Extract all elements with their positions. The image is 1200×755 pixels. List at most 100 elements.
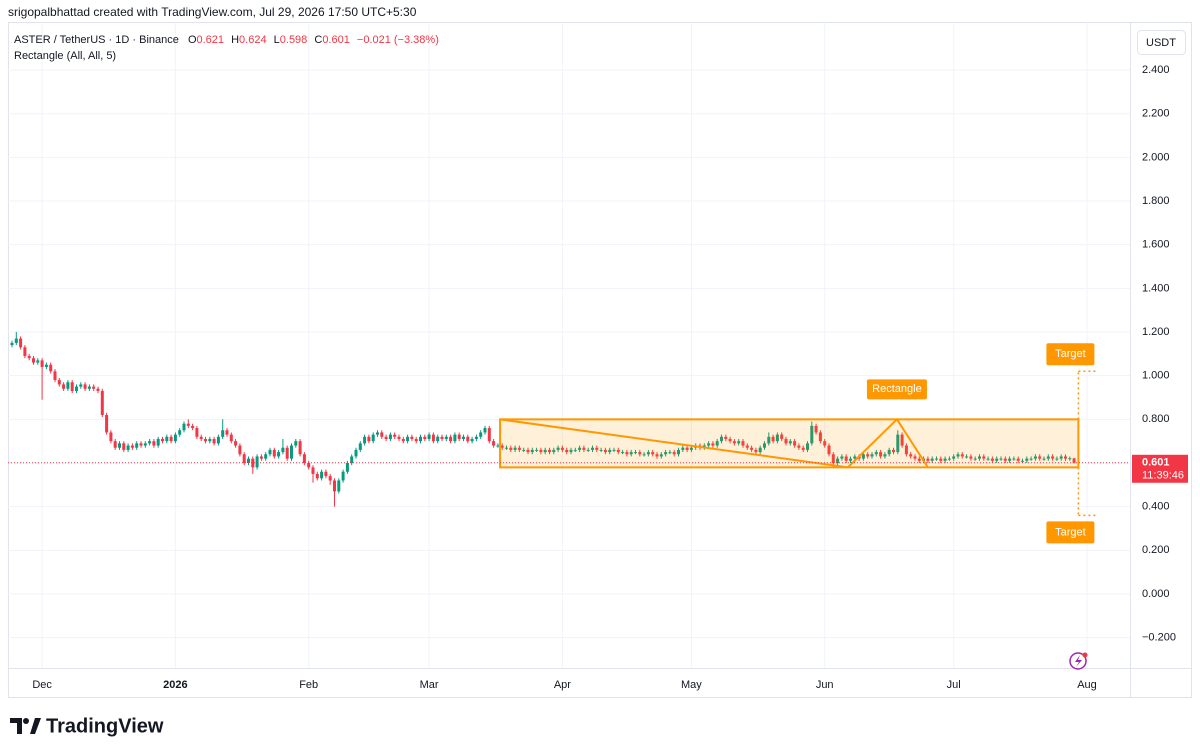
y-tick-label: 2.400 bbox=[1142, 64, 1170, 76]
candle-body bbox=[823, 441, 827, 446]
candle-body bbox=[685, 447, 689, 450]
candle-body bbox=[913, 456, 917, 459]
candle-body bbox=[281, 447, 285, 453]
candle-body bbox=[53, 371, 57, 381]
candle-body bbox=[943, 458, 947, 461]
candle-body bbox=[646, 452, 650, 455]
candle-body bbox=[96, 388, 100, 391]
legend-key: C bbox=[314, 34, 322, 46]
candle-body bbox=[633, 452, 638, 454]
candle-body bbox=[483, 428, 487, 433]
candle-body bbox=[625, 452, 629, 455]
candle-body bbox=[143, 443, 147, 446]
candle-body bbox=[199, 436, 203, 439]
candle-body bbox=[487, 428, 491, 442]
x-tick-label: Apr bbox=[554, 679, 571, 691]
candle-body bbox=[758, 447, 762, 453]
candle-body bbox=[1003, 458, 1007, 461]
candle-body bbox=[410, 436, 414, 439]
candle-body bbox=[208, 438, 212, 442]
candle-body bbox=[272, 449, 276, 457]
candle-body bbox=[350, 456, 354, 464]
candle-body bbox=[904, 445, 908, 455]
candle-body bbox=[36, 360, 40, 363]
candle-body bbox=[530, 449, 534, 453]
brand-logo bbox=[10, 718, 41, 734]
y-tick-label: 0.800 bbox=[1142, 413, 1170, 425]
candle-body bbox=[664, 452, 668, 455]
candle-body bbox=[543, 449, 547, 453]
candle-body bbox=[552, 449, 556, 453]
candle-body bbox=[242, 454, 246, 464]
candle-body bbox=[522, 449, 526, 451]
chart-frame bbox=[8, 22, 1192, 698]
candle-body bbox=[216, 436, 220, 444]
candle-body bbox=[105, 414, 109, 433]
x-tick-label: May bbox=[681, 679, 702, 691]
candle-body bbox=[707, 443, 711, 446]
candle-body bbox=[380, 432, 384, 437]
candle-body bbox=[681, 447, 685, 450]
candle-body bbox=[70, 382, 74, 391]
candle-body bbox=[337, 480, 341, 492]
candle-body bbox=[509, 447, 513, 450]
candle-body bbox=[891, 449, 896, 453]
candle-body bbox=[586, 449, 590, 451]
candle-body bbox=[324, 471, 328, 477]
candle-body bbox=[715, 441, 719, 446]
candle-body bbox=[934, 458, 939, 460]
candle-body bbox=[122, 443, 126, 450]
candle-body bbox=[285, 447, 289, 459]
y-tick-label: 0.200 bbox=[1142, 544, 1170, 556]
candle-body bbox=[896, 434, 900, 453]
currency-button[interactable] bbox=[1137, 30, 1186, 55]
candle-body bbox=[113, 441, 117, 448]
candle-body bbox=[496, 445, 500, 447]
candle-body bbox=[797, 445, 801, 448]
pattern-label: Rectangle bbox=[872, 383, 922, 395]
candle-body bbox=[805, 443, 810, 450]
candle-body bbox=[793, 441, 797, 446]
candle-body bbox=[547, 449, 552, 453]
candle-body bbox=[960, 454, 964, 457]
candle-body bbox=[148, 441, 152, 444]
candle-body bbox=[848, 458, 853, 461]
candle-body bbox=[535, 449, 539, 451]
candle-body bbox=[83, 384, 87, 389]
candle-body bbox=[560, 447, 564, 450]
candle-body bbox=[659, 454, 663, 457]
candle-body bbox=[87, 386, 91, 389]
candle-body bbox=[831, 454, 835, 464]
candle-body bbox=[771, 436, 775, 442]
candle-body bbox=[573, 449, 577, 451]
candle-body bbox=[418, 436, 423, 442]
candle-body bbox=[135, 443, 139, 448]
target-label: Target bbox=[1055, 526, 1086, 538]
candle-body bbox=[969, 456, 973, 459]
candle-body bbox=[363, 436, 367, 444]
candle-body bbox=[754, 449, 758, 453]
lightning-icon[interactable] bbox=[1069, 652, 1088, 670]
candle-body bbox=[311, 467, 315, 474]
candle-body bbox=[191, 425, 195, 429]
candle-body bbox=[182, 423, 186, 431]
candle-body bbox=[62, 384, 66, 389]
candle-body bbox=[234, 441, 238, 446]
candle-body bbox=[578, 447, 582, 450]
candle-body bbox=[1042, 458, 1046, 460]
legend-value: 0.624 bbox=[239, 34, 267, 46]
candle-body bbox=[775, 434, 779, 442]
candle-body bbox=[393, 434, 397, 437]
candle-body bbox=[874, 452, 878, 455]
target-label-box bbox=[1046, 343, 1095, 366]
candle-body bbox=[238, 445, 242, 455]
y-tick-label: 1.600 bbox=[1142, 239, 1170, 251]
currency-label[interactable]: USDT bbox=[1146, 37, 1176, 49]
candle-body bbox=[165, 436, 169, 442]
candle-body bbox=[74, 386, 79, 391]
candle-body bbox=[853, 456, 857, 459]
target-label: Target bbox=[1055, 348, 1086, 360]
candle-body bbox=[814, 425, 818, 433]
candle-body bbox=[621, 452, 625, 454]
candle-body bbox=[57, 380, 61, 385]
